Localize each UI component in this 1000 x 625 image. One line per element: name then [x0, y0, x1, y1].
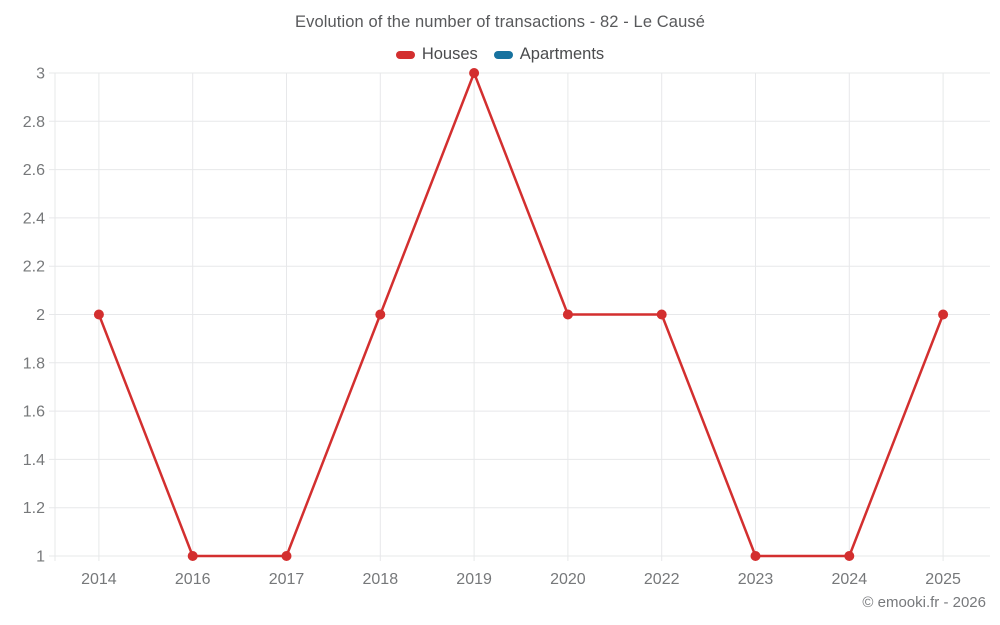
houses-point-2018[interactable] [375, 309, 386, 320]
houses-legend-swatch-icon [395, 50, 415, 59]
y-tick-label: 2.2 [23, 259, 45, 276]
y-tick-label: 2.8 [23, 114, 45, 131]
houses-point-2017[interactable] [281, 551, 292, 561]
houses-point-2024[interactable] [844, 551, 855, 561]
houses-point-2020[interactable] [562, 309, 573, 320]
x-tick-label: 2024 [832, 571, 868, 588]
houses-point-2016[interactable] [187, 551, 198, 561]
y-tick-label: 2.4 [23, 210, 45, 227]
x-tick-label: 2014 [81, 571, 117, 588]
x-tick-label: 2018 [363, 571, 399, 588]
houses-point-2023[interactable] [750, 551, 761, 561]
houses-point-2025[interactable] [938, 309, 949, 320]
legend-item-apartments[interactable]: Apartments [493, 45, 605, 64]
y-tick-label: 1.4 [23, 452, 45, 469]
x-tick-label: 2019 [456, 571, 492, 588]
apartments-legend-swatch-icon [493, 50, 513, 59]
houses-point-2022[interactable] [656, 309, 667, 320]
y-tick-label: 1.8 [23, 355, 45, 372]
houses-line [97, 71, 945, 558]
legend: Houses Apartments [0, 45, 1000, 64]
x-tick-label: 2016 [175, 571, 211, 588]
chart-title: Evolution of the number of transactions … [295, 13, 705, 31]
x-tick-label: 2020 [550, 571, 586, 588]
y-tick-label: 2.6 [23, 162, 45, 179]
x-tick-label: 2017 [269, 571, 305, 588]
y-tick-label: 3 [36, 66, 45, 83]
copyright-footer: © emooki.fr - 2026 [862, 594, 986, 611]
legend-label-houses: Houses [421, 45, 478, 63]
y-tick-label: 2 [36, 307, 45, 324]
y-tick-label: 1.6 [23, 404, 45, 421]
x-tick-label: 2025 [925, 571, 961, 588]
legend-label-apartments: Apartments [519, 45, 605, 63]
houses-point-2014[interactable] [93, 309, 104, 320]
legend-item-houses[interactable]: Houses [395, 45, 478, 64]
y-tick-label: 1.2 [23, 500, 45, 517]
x-tick-label: 2023 [738, 571, 774, 588]
houses-point-2019[interactable] [469, 68, 480, 78]
y-tick-label: 1 [36, 549, 45, 566]
x-tick-label: 2022 [644, 571, 680, 588]
